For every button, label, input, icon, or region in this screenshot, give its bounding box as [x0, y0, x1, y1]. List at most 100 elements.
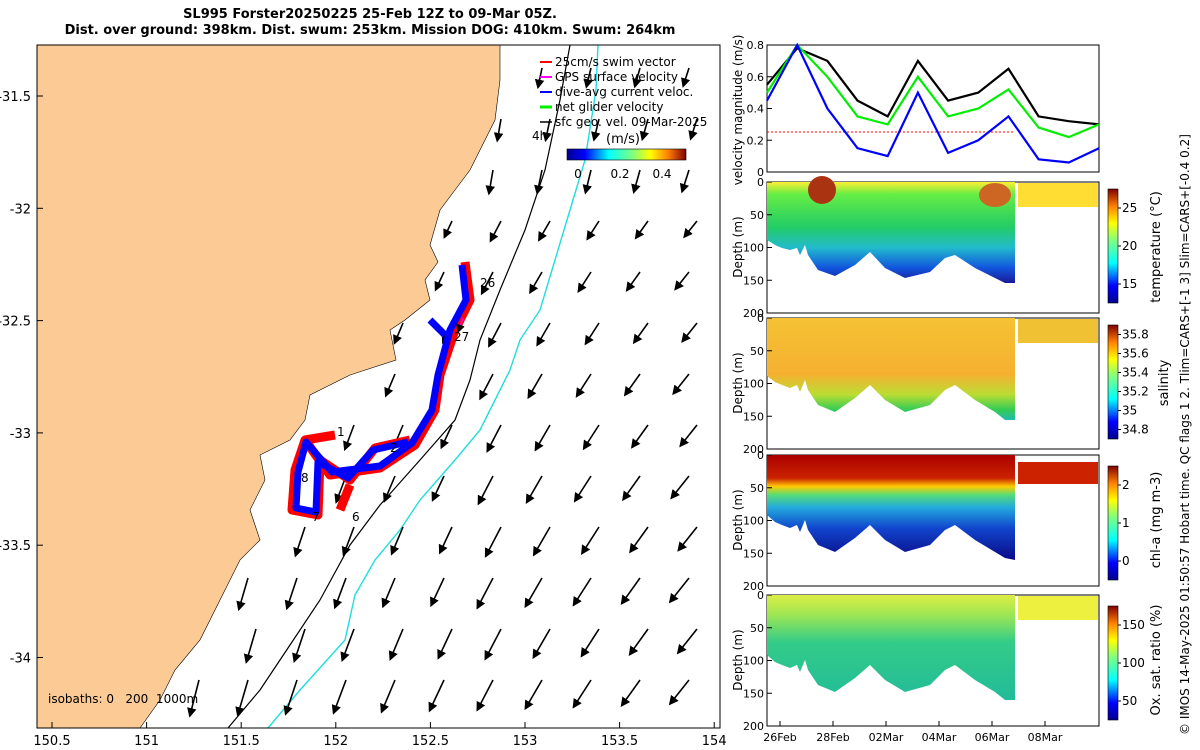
figure-title-line1: SL995 Forster20250225 25-Feb 12Z to 09-M… [183, 7, 557, 22]
oxygen-field [767, 595, 1015, 700]
depth-tick-label: 0 [757, 449, 764, 462]
colorbar-tick-label: 34.8 [1122, 423, 1149, 437]
velocity-series-line [766, 43, 1100, 139]
depth-tick-label: 200 [743, 443, 764, 456]
lat-tick-label: -34 [10, 652, 31, 667]
map-legend: 25cm/s swim vector GPS surface velocity … [532, 55, 707, 181]
oxygen-colorbar-ticks: 50 100 150 [1118, 618, 1145, 708]
colorbar-tick-label: 50 [1122, 694, 1137, 708]
current-arrow [437, 628, 453, 660]
speed-colorbar [566, 148, 687, 161]
hours-label: 4h [532, 129, 547, 143]
current-arrow [380, 679, 396, 714]
current-arrow [476, 577, 494, 610]
depth-tick-label: 0 [757, 176, 764, 189]
current-arrow [625, 271, 641, 292]
colorbar-tick-label: 150 [1122, 618, 1145, 632]
current-arrow [688, 118, 698, 141]
speed-colorbar-tick: 0.2 [610, 167, 629, 181]
current-arrow [584, 322, 600, 346]
depth-tick-label: 100 [743, 378, 764, 391]
temperature-colorbar [1107, 188, 1119, 304]
current-arrow [480, 271, 494, 296]
current-arrow [428, 679, 445, 713]
current-arrow [620, 577, 641, 606]
waypoint-label: 7 [312, 510, 320, 524]
colorbar-tick-label: 1 [1122, 516, 1130, 530]
current-arrow [382, 475, 396, 503]
current-arrow [538, 220, 551, 242]
current-arrow [681, 67, 691, 88]
legend-label-net: net glider velocity [555, 100, 663, 114]
colorbar-unit: (m/s) [606, 132, 640, 147]
current-arrow [629, 526, 649, 554]
speed-colorbar-tick: 0 [574, 167, 582, 181]
lon-tick-label: 150.5 [33, 734, 70, 749]
depth-tick-label: 100 [743, 655, 764, 668]
current-arrow [672, 373, 690, 396]
current-arrow [674, 271, 690, 291]
temperature-surface-segment [1018, 183, 1098, 207]
lat-tick-label: -32 [10, 202, 31, 217]
current-arrow [622, 475, 641, 502]
depth-tick-label: 200 [743, 720, 764, 733]
waypoint-label: 26 [480, 276, 495, 290]
colorbar-tick-label: 20 [1122, 239, 1137, 253]
time-tick-label: 08Mar [1028, 731, 1063, 744]
current-arrow [488, 322, 502, 348]
depth-tick-label: 50 [750, 345, 764, 358]
current-arrow [284, 577, 298, 611]
lat-tick-label: -32.5 [0, 315, 31, 330]
current-arrow [388, 628, 404, 661]
current-arrow [683, 220, 698, 239]
dive-avg-current-track [292, 264, 470, 516]
lon-tick-label: 152.5 [412, 734, 449, 749]
current-arrow [527, 373, 543, 400]
current-arrow [573, 475, 592, 503]
current-arrow [620, 679, 641, 708]
velocity-series [766, 42, 1100, 164]
current-arrow [489, 220, 502, 243]
lon-tick-label: 153.5 [601, 734, 638, 749]
current-arrow [677, 526, 698, 552]
colorbar-tick-label: 35.2 [1122, 385, 1149, 399]
velocity-y-tick-label: 0.8 [747, 39, 765, 52]
waypoint-label: 1 [337, 425, 345, 439]
current-arrow [572, 679, 592, 709]
lon-tick-label: 151 [134, 734, 159, 749]
velocity-series-line [766, 42, 1100, 164]
current-arrow [479, 373, 494, 401]
map-land [37, 45, 501, 728]
salinity-section: 0 50 100 150 200 Depth (m) 34.8 35 35.2 35.4 35.… [731, 312, 1172, 456]
depth-tick-label: 100 [743, 515, 764, 528]
salinity-colorbar-ticks: 34.8 35 35.2 35.4 35.6 35.8 [1118, 328, 1149, 437]
colorbar-tick-label: 100 [1122, 656, 1145, 670]
current-arrow [477, 475, 494, 506]
depth-tick-label: 0 [757, 589, 764, 602]
depth-tick-label: 50 [750, 622, 764, 635]
depth-tick-label: 150 [743, 547, 764, 560]
salinity-y-label: Depth (m) [731, 352, 745, 413]
current-arrow [631, 169, 641, 195]
current-arrow [524, 577, 543, 609]
colorbar-tick-label: 35 [1122, 404, 1137, 418]
colorbar-tick-label: 35.4 [1122, 366, 1149, 380]
lon-tick-label: 153 [513, 734, 538, 749]
current-arrow [582, 424, 600, 451]
current-arrow [381, 577, 396, 609]
salinity-field [767, 318, 1015, 420]
lat-tick-label: -33.5 [0, 539, 31, 554]
chla-y-label: Depth (m) [731, 489, 745, 550]
current-arrow [529, 271, 543, 295]
current-arrow [679, 424, 698, 448]
current-arrow [679, 169, 690, 194]
chla-y-ticks: 0 50 100 150 200 [743, 449, 772, 593]
temperature-colorbar-label: temperature (°C) [1149, 191, 1164, 303]
colorbar-tick-label: 0 [1122, 554, 1130, 568]
current-arrow [293, 526, 306, 558]
waypoint-labels: 26 27 1 2 8 7 6 [301, 276, 495, 524]
current-arrow [292, 628, 306, 664]
current-arrow [343, 424, 355, 452]
glider-track [287, 261, 475, 520]
depth-tick-label: 150 [743, 410, 764, 423]
